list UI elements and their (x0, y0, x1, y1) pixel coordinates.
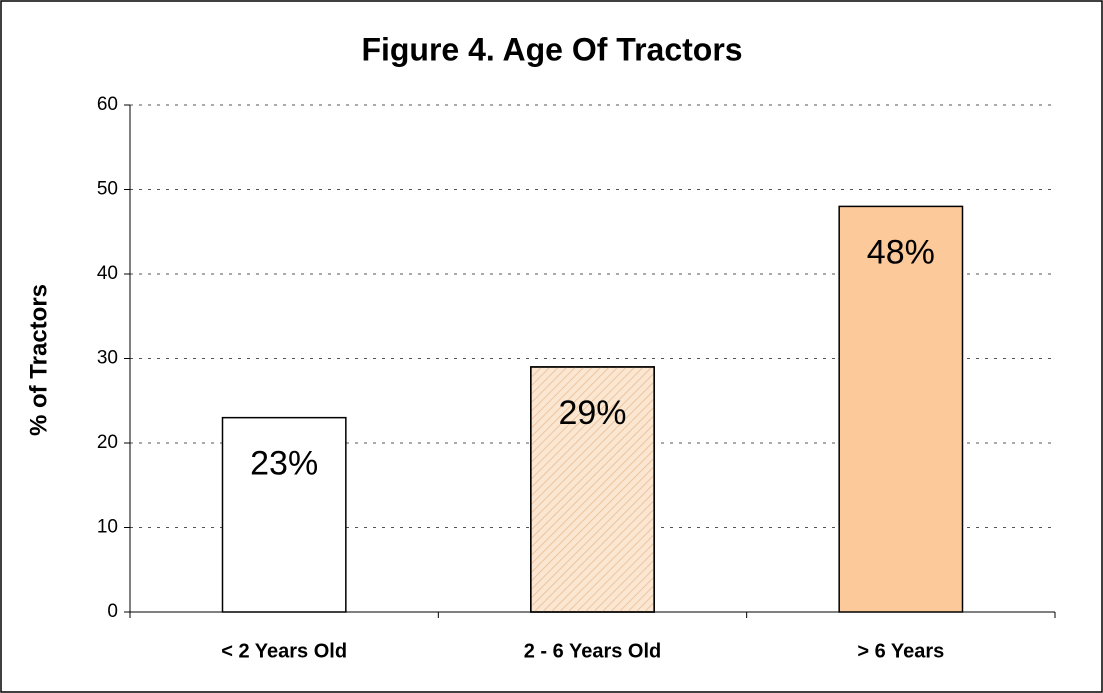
bar (221, 416, 347, 613)
y-tick-label: 20 (97, 432, 118, 453)
value-label: 48% (867, 233, 935, 271)
y-axis-label: % of Tractors (25, 284, 52, 436)
y-tick-label: 50 (97, 179, 118, 200)
y-tick-label: 60 (97, 94, 118, 115)
bar (838, 205, 964, 613)
y-tick-label: 40 (97, 263, 118, 284)
x-tick-label: < 2 Years Old (221, 640, 347, 662)
y-tick-label: 30 (97, 348, 118, 369)
x-tick-label: 2 - 6 Years Old (524, 640, 662, 662)
chart-title: Figure 4. Age Of Tractors (361, 31, 742, 67)
y-tick-label: 0 (107, 601, 118, 622)
value-label: 23% (250, 445, 318, 483)
bar-hatch (530, 366, 655, 613)
y-tick-label: 10 (97, 517, 118, 538)
x-tick-label: > 6 Years (857, 640, 944, 662)
value-label: 29% (558, 394, 626, 432)
